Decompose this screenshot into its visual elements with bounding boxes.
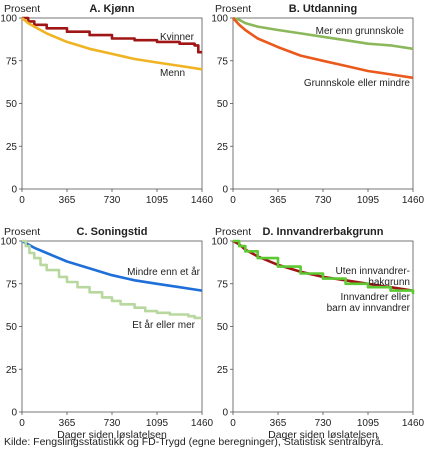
chart-panel-3: C. Soningstid Prosent 0 25 50 75 100 0 365 730 109… xyxy=(0,226,213,441)
plot-frame xyxy=(232,17,414,190)
y-tick-label: 100 xyxy=(0,14,17,25)
series-line xyxy=(232,17,414,80)
x-tick-label: 1460 xyxy=(402,195,425,206)
y-tick-label: 25 xyxy=(6,142,18,153)
y-tick-label: 50 xyxy=(6,322,18,333)
y-tick-label: 75 xyxy=(217,279,229,290)
y-tick-label: 100 xyxy=(211,237,228,248)
y-tick-label: 75 xyxy=(6,279,18,290)
y-tick-label: 0 xyxy=(11,185,17,196)
source-note: Kilde: Fengslingsstatistikk og FD-Trygd … xyxy=(4,436,384,448)
series-label: Kvinner xyxy=(160,32,195,43)
x-tick-label: 730 xyxy=(315,195,332,206)
panel-title: C. Soningstid xyxy=(77,226,148,238)
x-tick-label: 0 xyxy=(19,418,25,429)
y-tick-label: 25 xyxy=(217,142,229,153)
series-label: Uten innvandrer-bakgrunn xyxy=(336,266,410,288)
series-line xyxy=(233,239,415,294)
y-tick-label: 0 xyxy=(222,408,228,419)
x-tick-label: 1460 xyxy=(191,195,214,206)
chart-panel-1: A. Kjønn Prosent 0 25 50 75 100 0 365 730 1095 1460… xyxy=(0,3,213,206)
y-tick-label: 25 xyxy=(6,365,18,376)
x-tick-label: 365 xyxy=(59,418,76,429)
x-tick-label: 0 xyxy=(230,195,236,206)
x-tick-label: 1095 xyxy=(146,418,169,429)
x-tick-label: 0 xyxy=(19,195,25,206)
series-line xyxy=(21,239,203,292)
x-tick-label: 1095 xyxy=(146,195,169,206)
x-tick-label: 365 xyxy=(59,195,76,206)
x-tick-label: 1460 xyxy=(191,418,214,429)
panel-title: D. Innvandrerbakgrunn xyxy=(262,226,383,238)
y-tick-label: 75 xyxy=(6,56,18,67)
x-tick-label: 1095 xyxy=(357,418,380,429)
y-tick-label: 50 xyxy=(6,99,18,110)
y-tick-label: 25 xyxy=(217,365,229,376)
series-label: Grunnskole eller mindre xyxy=(304,78,411,89)
y-tick-label: 0 xyxy=(11,408,17,419)
series-line xyxy=(22,16,202,54)
x-axis-label: Dager siden løslatelsen xyxy=(268,429,378,441)
x-tick-label: 365 xyxy=(270,418,287,429)
series-line xyxy=(22,239,202,320)
x-tick-label: 365 xyxy=(270,195,287,206)
y-tick-label: 0 xyxy=(222,185,228,196)
series-label: Menn xyxy=(160,68,185,79)
chart-panel-2: B. Utdanning Prosent 0 25 50 75 100 0 365 730 1095… xyxy=(211,3,424,206)
x-tick-label: 1460 xyxy=(402,418,425,429)
y-axis-label: Prosent xyxy=(4,226,40,238)
series-label: Et år eller mer xyxy=(132,319,195,331)
series-line xyxy=(232,16,414,51)
panel-title: A. Kjønn xyxy=(89,3,134,15)
plot-frame xyxy=(21,17,203,190)
y-axis-label: Prosent xyxy=(4,3,40,15)
x-axis-label: Dager siden løslatelsen xyxy=(57,429,167,441)
panel-title: B. Utdanning xyxy=(289,3,357,15)
series-line xyxy=(21,16,203,71)
chart-panel-4: D. Innvandrerbakgrunn Prosent 0 25 50 75 100 0 3… xyxy=(211,226,424,441)
series-label: Mindre enn et år xyxy=(127,266,200,278)
y-tick-label: 50 xyxy=(217,99,229,110)
y-axis-label: Prosent xyxy=(215,226,251,238)
y-tick-label: 100 xyxy=(211,14,228,25)
x-tick-label: 730 xyxy=(315,418,332,429)
series-label: Mer enn grunnskole xyxy=(316,26,405,37)
y-tick-label: 100 xyxy=(0,237,17,248)
x-tick-label: 730 xyxy=(104,195,121,206)
x-tick-label: 0 xyxy=(230,418,236,429)
y-tick-label: 50 xyxy=(217,322,229,333)
y-axis-label: Prosent xyxy=(215,3,251,15)
x-tick-label: 1095 xyxy=(357,195,380,206)
y-tick-label: 75 xyxy=(217,56,229,67)
x-tick-label: 730 xyxy=(104,418,121,429)
series-label: Innvandrer eller barn av innvandrer xyxy=(327,292,411,314)
